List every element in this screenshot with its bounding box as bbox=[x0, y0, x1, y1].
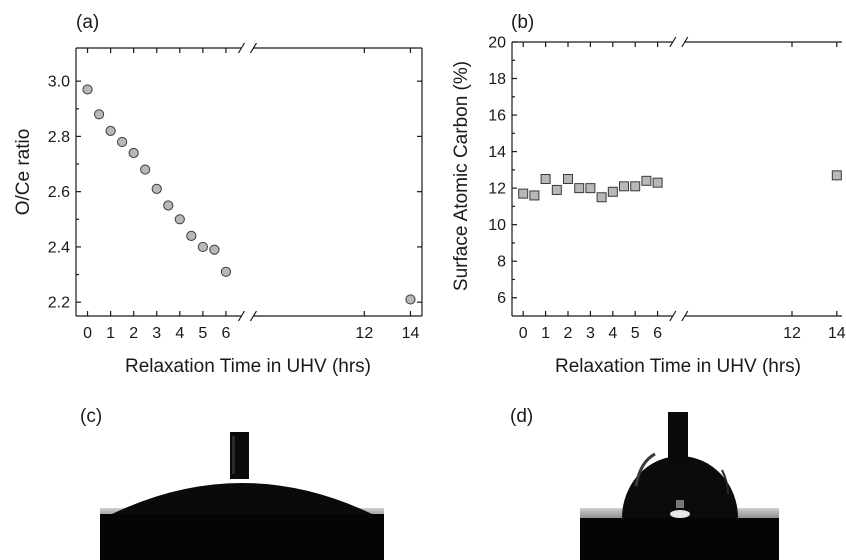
y-tick-label: 14 bbox=[488, 144, 506, 161]
x-tick-label: 0 bbox=[83, 325, 92, 342]
data-point bbox=[563, 174, 573, 184]
y-tick-label: 20 bbox=[488, 35, 506, 52]
data-point bbox=[619, 181, 629, 192]
x-axis-a: 0 1 2 3 4 5 6 12 14 bbox=[83, 48, 419, 342]
x-tick-label: 5 bbox=[631, 325, 640, 342]
y-axis-title-b: Surface Atomic Carbon (%) bbox=[451, 61, 472, 291]
data-point bbox=[551, 184, 562, 195]
y-axis-b: 6 8 10 12 14 16 18 20 bbox=[488, 35, 517, 307]
x-tick-label: 1 bbox=[541, 325, 550, 342]
y-tick-label: 2.6 bbox=[48, 184, 70, 201]
x-tick-label: 2 bbox=[129, 325, 138, 342]
x-axis-b: 0 1 2 3 4 5 6 12 14 bbox=[519, 42, 846, 342]
data-point bbox=[652, 177, 663, 188]
data-point bbox=[209, 244, 220, 255]
y-tick-label: 8 bbox=[497, 254, 506, 271]
y-axis-a: 2.2 2.4 2.6 2.8 3.0 bbox=[48, 74, 422, 312]
droplet-high-contact-angle-icon bbox=[580, 412, 779, 560]
axis-break-mark bbox=[237, 42, 245, 54]
panel-label-b: (b) bbox=[511, 12, 534, 33]
x-tick-label: 12 bbox=[355, 325, 373, 342]
x-tick-label: 6 bbox=[653, 325, 662, 342]
y-tick-label: 16 bbox=[488, 108, 506, 125]
data-point bbox=[405, 294, 416, 305]
panel-label-c: (c) bbox=[80, 406, 102, 427]
data-point bbox=[831, 170, 842, 181]
x-tick-label: 5 bbox=[198, 325, 207, 342]
photo-d: (d) bbox=[510, 406, 779, 560]
x-tick-label: 12 bbox=[783, 325, 801, 342]
data-point bbox=[128, 147, 139, 159]
axis-break-mark bbox=[681, 36, 689, 48]
y-tick-label: 18 bbox=[488, 71, 506, 88]
x-axis-title-a: Relaxation Time in UHV (hrs) bbox=[125, 356, 371, 377]
data-point bbox=[529, 190, 540, 201]
data-point bbox=[220, 266, 232, 277]
data-point bbox=[105, 125, 116, 136]
x-tick-label: 14 bbox=[828, 325, 846, 342]
x-tick-label: 4 bbox=[608, 325, 617, 342]
data-point bbox=[197, 241, 208, 253]
data-point bbox=[574, 183, 585, 194]
data-points-a bbox=[82, 84, 416, 305]
data-point bbox=[151, 183, 162, 195]
data-point bbox=[93, 109, 105, 120]
y-tick-label: 2.8 bbox=[48, 129, 70, 146]
axis-break-mark bbox=[681, 310, 689, 322]
x-tick-label: 1 bbox=[106, 325, 115, 342]
y-axis-title-a: O/Ce ratio bbox=[13, 129, 34, 216]
axis-break-mark bbox=[669, 36, 677, 48]
data-point bbox=[641, 175, 652, 186]
chart-a: (a) O/Ce ratio Relaxation Time in UHV (h… bbox=[13, 12, 423, 377]
axis-break-mark bbox=[237, 310, 245, 322]
plot-frame-b bbox=[511, 36, 842, 322]
x-tick-label: 14 bbox=[402, 325, 420, 342]
data-point bbox=[540, 174, 551, 184]
y-tick-label: 10 bbox=[488, 217, 506, 234]
panel-label-d: (d) bbox=[510, 406, 533, 427]
data-points-b bbox=[518, 170, 842, 203]
x-tick-label: 2 bbox=[564, 325, 573, 342]
data-point bbox=[163, 200, 174, 211]
x-axis-title-b: Relaxation Time in UHV (hrs) bbox=[555, 356, 801, 377]
y-tick-label: 6 bbox=[497, 290, 506, 307]
x-tick-label: 6 bbox=[221, 325, 230, 342]
data-point bbox=[140, 164, 151, 175]
panel-label-a: (a) bbox=[76, 12, 99, 33]
x-tick-label: 4 bbox=[175, 325, 184, 342]
plot-frame-a bbox=[75, 42, 423, 322]
data-point bbox=[117, 136, 128, 148]
data-point bbox=[174, 214, 185, 225]
data-point bbox=[82, 84, 93, 95]
data-point bbox=[596, 192, 607, 203]
y-tick-label: 12 bbox=[488, 181, 506, 198]
data-point bbox=[186, 230, 197, 241]
data-point bbox=[630, 181, 641, 192]
data-point bbox=[518, 188, 529, 199]
droplet-low-contact-angle-icon bbox=[100, 432, 384, 560]
photo-c: (c) bbox=[80, 406, 384, 560]
data-point bbox=[607, 186, 618, 197]
data-point bbox=[585, 183, 596, 194]
chart-b: (b) Surface Atomic Carbon (%) Relaxation… bbox=[451, 12, 846, 377]
y-tick-label: 2.4 bbox=[48, 239, 70, 256]
y-tick-label: 3.0 bbox=[48, 74, 70, 91]
axis-break-mark bbox=[249, 310, 257, 322]
axis-break-mark bbox=[669, 310, 677, 322]
y-tick-label: 2.2 bbox=[48, 295, 70, 312]
x-tick-label: 0 bbox=[519, 325, 528, 342]
x-tick-label: 3 bbox=[586, 325, 595, 342]
axis-break-mark bbox=[249, 42, 257, 54]
x-tick-label: 3 bbox=[152, 325, 161, 342]
